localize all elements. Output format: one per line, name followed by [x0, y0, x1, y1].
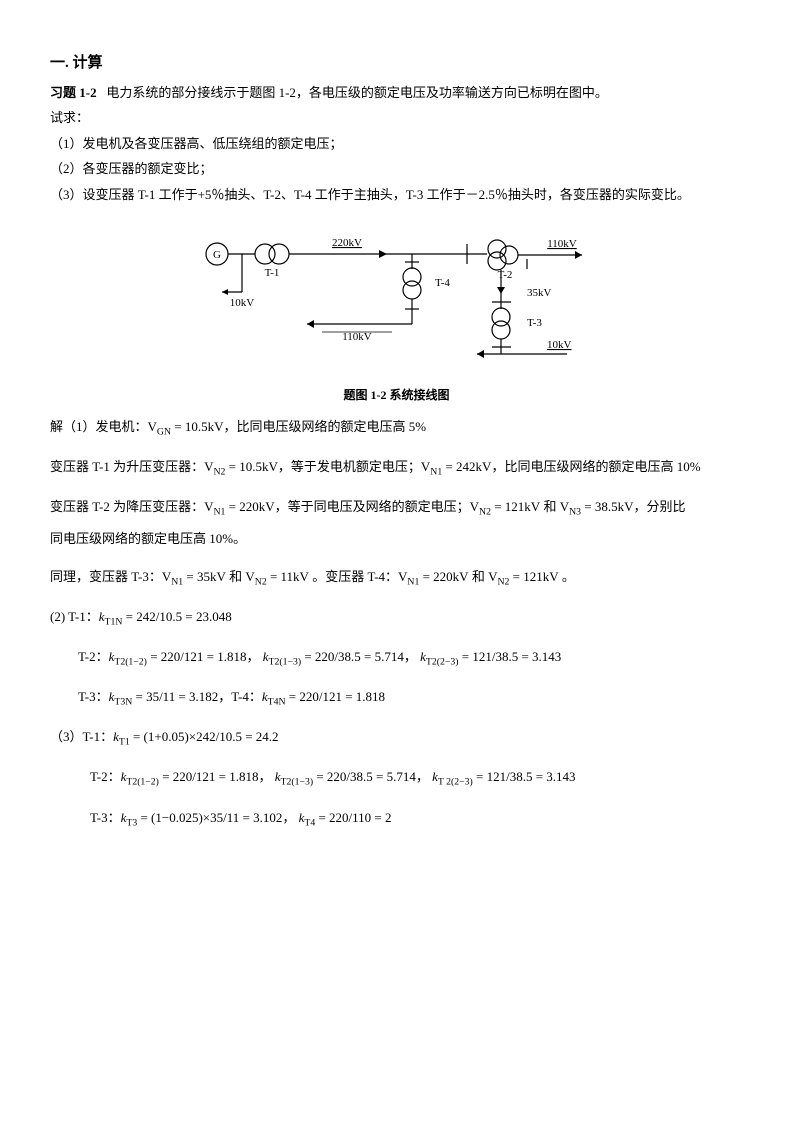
section-heading: 一. 计算	[50, 50, 743, 77]
sol-line-4: 同电压级网络的额定电压高 10%。	[50, 527, 743, 550]
svg-text:T-3: T-3	[527, 317, 542, 329]
problem-text: 电力系统的部分接线示于题图 1-2，各电压级的额定电压及功率输送方向已标明在图中…	[106, 85, 608, 100]
svg-text:110kV: 110kV	[342, 331, 372, 343]
svg-text:T-2: T-2	[497, 269, 512, 281]
sol-part2-t1: (2) T-1：kT1N = 242/10.5 = 23.048	[50, 605, 743, 631]
svg-text:110kV: 110kV	[547, 238, 577, 250]
svg-text:220kV: 220kV	[332, 237, 362, 249]
problem-item-1: （1）发电机及各变压器高、低压绕组的额定电压；	[50, 132, 743, 155]
svg-text:T-1: T-1	[264, 267, 279, 279]
problem-statement: 习题 1-2 电力系统的部分接线示于题图 1-2，各电压级的额定电压及功率输送方…	[50, 81, 743, 104]
sol-line-5: 同理，变压器 T-3：VN1 = 35kV 和 VN2 = 11kV 。变压器 …	[50, 565, 743, 591]
problem-item-2: （2）各变压器的额定变比；	[50, 157, 743, 180]
solution-block: 解（1）发电机：VGN = 10.5kV，比同电压级网络的额定电压高 5% 变压…	[50, 415, 743, 832]
svg-text:10kV: 10kV	[547, 339, 572, 351]
svg-text:35kV: 35kV	[527, 287, 552, 299]
svg-text:T-4: T-4	[435, 277, 450, 289]
sol-part3-t2: T-2：kT2(1−2) = 220/121 = 1.818， kT2(1−3)…	[50, 765, 743, 791]
svg-text:G: G	[213, 249, 221, 261]
sol-part3-t1: （3）T-1：kT1 = (1+0.05)×242/10.5 = 24.2	[50, 725, 743, 751]
problem-ask: 试求：	[50, 106, 743, 129]
svg-text:10kV: 10kV	[229, 297, 254, 309]
sol-line-1: 解（1）发电机：VGN = 10.5kV，比同电压级网络的额定电压高 5%	[50, 415, 743, 441]
figure-caption: 题图 1-2 系统接线图	[50, 385, 743, 407]
sol-part2-t3: T-3：kT3N = 35/11 = 3.182，T-4：kT4N = 220/…	[50, 685, 743, 711]
sol-part3-t3: T-3：kT3 = (1−0.025)×35/11 = 3.102， kT4 =…	[50, 806, 743, 832]
problem-label: 习题 1-2	[50, 85, 97, 100]
sol-line-2: 变压器 T-1 为升压变压器：VN2 = 10.5kV，等于发电机额定电压；VN…	[50, 455, 743, 481]
sol-part2-t2: T-2：kT2(1−2) = 220/121 = 1.818， kT2(1−3)…	[50, 645, 743, 671]
sol-line-3: 变压器 T-2 为降压变压器：VN1 = 220kV，等于同电压及网络的额定电压…	[50, 495, 743, 521]
circuit-figure: G T-1 10kV 220kV T-2 110kV 35kV	[50, 214, 743, 381]
problem-item-3: （3）设变压器 T-1 工作于+5％抽头、T-2、T-4 工作于主抽头，T-3 …	[50, 183, 743, 206]
